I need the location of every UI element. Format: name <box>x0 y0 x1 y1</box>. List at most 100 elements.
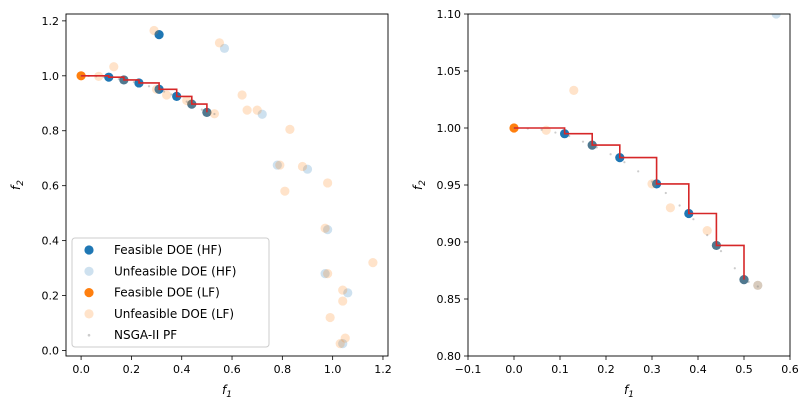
data-point-4 <box>182 95 192 106</box>
y-tick-label: 0.6 <box>42 180 60 193</box>
data-point-4 <box>665 203 676 213</box>
pareto-point <box>147 85 151 88</box>
data-point-3 <box>76 71 86 81</box>
x-tick-label: 0.0 <box>505 363 523 376</box>
legend-label: Unfeasible DOE (HF) <box>114 264 236 278</box>
chart-panel-2: −0.1 0.0 0.1 0.2 0.3 0.4 0.5 0.6 0.80 0.85 0.90 0.9… <box>411 8 799 400</box>
pareto-point <box>117 78 120 81</box>
legend-item: Feasible DOE (HF) <box>84 243 222 257</box>
legend-item: Unfeasible DOE (LF) <box>84 307 234 321</box>
data-point-2 <box>323 225 333 235</box>
pareto-point <box>733 267 736 270</box>
y-axis-label: f2 <box>411 180 428 190</box>
x-tick-label: 0.3 <box>643 363 661 376</box>
x-tick-label: 0.2 <box>597 363 615 376</box>
x-axis-label: f1 <box>222 383 232 400</box>
data-point-4 <box>202 107 212 117</box>
pareto-point <box>213 112 216 116</box>
data-point-1 <box>739 275 749 285</box>
pareto-point <box>193 104 196 107</box>
y-tick-label: 1.05 <box>437 65 462 78</box>
x-tick-label: 0.8 <box>274 363 292 376</box>
data-point-4 <box>569 85 579 95</box>
pareto-point <box>178 96 181 99</box>
y-tick-label: 0.4 <box>42 235 60 248</box>
data-point-4 <box>285 124 295 134</box>
data-point-4 <box>214 38 225 48</box>
data-point-4 <box>252 105 262 115</box>
pareto-point <box>540 128 543 131</box>
pareto-point <box>132 81 136 84</box>
pareto-point <box>664 191 667 195</box>
pareto-point <box>692 218 695 221</box>
y-tick-label: 1.0 <box>42 70 60 83</box>
x-tick-label: 0.5 <box>735 363 753 376</box>
data-point-4 <box>338 296 348 306</box>
pareto-point <box>163 90 166 93</box>
legend: Feasible DOE (HF) Unfeasible DOE (HF) Feas… <box>71 237 270 348</box>
pareto-point <box>650 180 654 183</box>
legend-label: Feasible DOE (LF) <box>114 286 220 300</box>
legend-label: NSGA-II PF <box>114 328 177 342</box>
x-tick-label: 0.0 <box>72 363 90 376</box>
y-tick-label: 0.85 <box>437 293 462 306</box>
y-tick-label: 1.00 <box>437 122 462 135</box>
pareto-point <box>637 170 640 173</box>
data-point-4 <box>323 178 333 188</box>
plot-frame <box>65 13 389 357</box>
legend-item: Feasible DOE (LF) <box>84 286 220 300</box>
data-point-4 <box>702 226 712 236</box>
data-point-2 <box>257 109 267 119</box>
pareto-step-line <box>81 75 208 113</box>
pareto-point <box>623 161 626 164</box>
data-point-1 <box>202 107 212 117</box>
y-tick-label: 1.2 <box>42 15 60 28</box>
x-tick-label: 0.1 <box>551 363 569 376</box>
data-point-4 <box>275 160 285 170</box>
pareto-point <box>747 280 750 283</box>
x-tick-label: 0.4 <box>173 363 191 376</box>
legend-dot-marker <box>87 333 91 337</box>
legend-label: Unfeasible DOE (LF) <box>114 307 234 321</box>
data-point-4 <box>162 90 172 100</box>
data-point-4 <box>368 258 378 268</box>
data-point-2 <box>771 14 781 19</box>
y-tick-label: 0.8 <box>42 125 60 138</box>
data-point-4 <box>280 186 290 196</box>
pareto-point <box>170 93 173 96</box>
x-tick-label: 1.2 <box>374 363 392 376</box>
pareto-point <box>756 285 759 288</box>
x-axis-label: f1 <box>624 383 634 400</box>
data-point-4 <box>338 285 348 295</box>
data-point-4 <box>739 275 749 285</box>
legend-box <box>71 237 270 348</box>
data-point-4 <box>237 90 247 100</box>
pareto-point <box>678 204 681 207</box>
y-tick-label: 0.95 <box>437 179 462 192</box>
data-point-2 <box>272 160 282 170</box>
data-point-4 <box>149 25 159 36</box>
pareto-point <box>554 131 557 134</box>
y-tick-label: 0.90 <box>437 236 462 249</box>
legend-label: Feasible DOE (HF) <box>114 243 222 257</box>
pareto-point <box>706 234 709 237</box>
data-point-4 <box>335 339 345 349</box>
legend-item: NSGA-II PF <box>87 328 177 342</box>
legend-circle-marker <box>84 266 94 276</box>
pareto-point <box>200 108 203 111</box>
data-point-1 <box>154 30 164 40</box>
chart-panel-1: 0.0 0.2 0.4 0.6 0.8 1.0 1.2 0.0 0.2 0.4 0.6 0.8 1.0 1… <box>9 13 392 400</box>
data-point-4 <box>297 161 308 172</box>
pareto-point <box>595 146 598 149</box>
data-point-2 <box>320 268 330 279</box>
pareto-point <box>208 111 211 114</box>
x-tick-label: 0.2 <box>123 363 141 376</box>
data-point-4 <box>323 268 333 279</box>
data-point-2 <box>343 288 353 298</box>
data-point-4 <box>209 109 220 119</box>
data-point-4 <box>242 105 252 115</box>
data-point-4 <box>753 280 763 290</box>
x-tick-label: 0.6 <box>781 363 799 376</box>
data-point-4 <box>541 125 551 135</box>
